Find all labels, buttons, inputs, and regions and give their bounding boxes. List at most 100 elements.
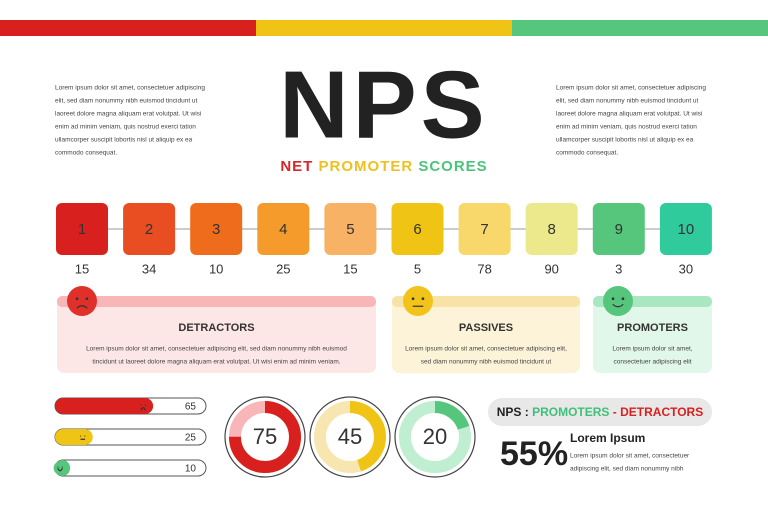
eye: [421, 297, 425, 301]
formula: NPS : PROMOTERS - DETRACTORS: [497, 405, 703, 419]
score-count: 5: [414, 261, 421, 276]
eye: [84, 435, 86, 437]
intro-text: laoreet dolore magna aliquam erat volutp…: [556, 111, 702, 118]
score-count: 3: [615, 261, 622, 276]
bar-track: [54, 459, 207, 477]
score-box: [659, 203, 712, 255]
score-count: 30: [679, 261, 693, 276]
score-label: 2: [145, 221, 153, 238]
intro-text: enim ad minim veniam, quis nostrud exerc…: [55, 124, 196, 131]
score-box: [592, 203, 645, 255]
group-title: PASSIVES: [459, 322, 513, 334]
score-label: 9: [615, 221, 623, 238]
intro-text: ullamcorper suscipit lobortis nisl ut al…: [55, 137, 193, 144]
score-label: 7: [480, 221, 488, 238]
mouth: [612, 303, 624, 308]
eye: [144, 404, 146, 406]
face: [136, 399, 150, 413]
score-box: [257, 203, 310, 255]
intro-text: ullamcorper suscipit lobortis nisl ut al…: [556, 137, 694, 144]
score-label: 1: [78, 221, 86, 238]
intro-text: enim ad minim veniam, quis nostrud exerc…: [556, 124, 697, 131]
score-label: 10: [678, 221, 695, 238]
result-value: 55%: [500, 435, 568, 473]
face: [67, 286, 97, 316]
eye: [57, 466, 59, 468]
donut-value: 20: [423, 424, 447, 449]
group-strip: [57, 296, 376, 307]
face: [403, 286, 433, 316]
score-box: [324, 203, 377, 255]
group-strip: [392, 296, 580, 307]
intro-text: Lorem ipsum dolor sit amet, consectetuer…: [55, 85, 205, 92]
score-label: 8: [548, 221, 556, 238]
score-count: 10: [209, 261, 223, 276]
title: NPS: [279, 51, 488, 158]
result-text: adipiscing elit, sed diam nonummy nibh: [570, 466, 684, 473]
eye: [85, 297, 89, 301]
intro-text: commodo consequat.: [556, 150, 618, 157]
intro-text: elit, sed diam nonummy nibh euismod tinc…: [556, 98, 699, 105]
intro-text: laoreet dolore magna aliquam erat volutp…: [55, 111, 201, 118]
eye: [140, 404, 142, 406]
score-box: [190, 203, 243, 255]
result-heading: Lorem Ipsum: [570, 431, 645, 445]
score-box: [56, 203, 108, 255]
bar-fill: [55, 398, 154, 414]
eye: [61, 466, 63, 468]
score-count: 90: [544, 261, 558, 276]
donut-arc: [229, 401, 301, 473]
eye: [80, 435, 82, 437]
group-text: Lorem ipsum dolor sit amet, consectetuer…: [86, 346, 347, 353]
face: [603, 286, 633, 316]
group-text: Lorem ipsum dolor sit amet, consectetuer…: [405, 346, 567, 353]
donut-value: 45: [338, 424, 362, 449]
donut-arc: [314, 401, 386, 473]
score-count: 25: [276, 261, 290, 276]
score-box: [391, 203, 444, 255]
score-count: 34: [142, 261, 156, 276]
stripe: [512, 20, 768, 36]
score-label: 5: [346, 221, 354, 238]
bar-value: 10: [185, 464, 197, 475]
group-title: PROMOTERS: [617, 322, 688, 334]
bar-value: 65: [185, 402, 197, 413]
score-label: 3: [212, 221, 220, 238]
group-text: tincidunt ut laoreet dolore magna aliqua…: [92, 359, 340, 366]
mouth: [76, 305, 88, 309]
score-label: 6: [413, 221, 421, 238]
stripe: [0, 20, 256, 36]
formula-part: NPS :: [497, 405, 532, 419]
score-label: 4: [279, 221, 287, 238]
eye: [75, 297, 79, 301]
subtitle-word: NET: [280, 158, 313, 175]
donut-value: 75: [253, 424, 277, 449]
intro-text: Lorem ipsum dolor sit amet, consectetuer…: [556, 85, 706, 92]
eye: [611, 297, 615, 301]
score-box: [525, 203, 578, 255]
group-panel: [57, 296, 376, 373]
formula-pill: [488, 398, 712, 426]
score-count: 15: [343, 261, 357, 276]
result-text: Lorem ipsum dolor sit amet, consectetuer: [570, 453, 690, 460]
subtitle-word: PROMOTER: [318, 158, 413, 175]
group-text: sed diam nonummy nibh euismod tincidunt …: [421, 359, 552, 366]
bar-value: 25: [185, 433, 197, 444]
score-box: [123, 203, 176, 255]
eye: [621, 297, 625, 301]
score-count: 15: [75, 261, 89, 276]
intro-text: commodo consequat.: [55, 150, 117, 157]
formula-part: -: [609, 405, 620, 419]
subtitle-word: SCORES: [418, 158, 487, 175]
formula-part: PROMOTERS: [532, 405, 609, 419]
stripe: [256, 20, 512, 36]
group-text: Lorem ipsum dolor sit amet,: [612, 346, 692, 353]
group-panel: [593, 296, 712, 373]
score-box: [458, 203, 511, 255]
formula-part: DETRACTORS: [620, 405, 703, 419]
mouth: [140, 407, 146, 411]
donut-arc: [399, 401, 471, 473]
face: [53, 461, 67, 475]
group-title: DETRACTORS: [178, 322, 254, 334]
